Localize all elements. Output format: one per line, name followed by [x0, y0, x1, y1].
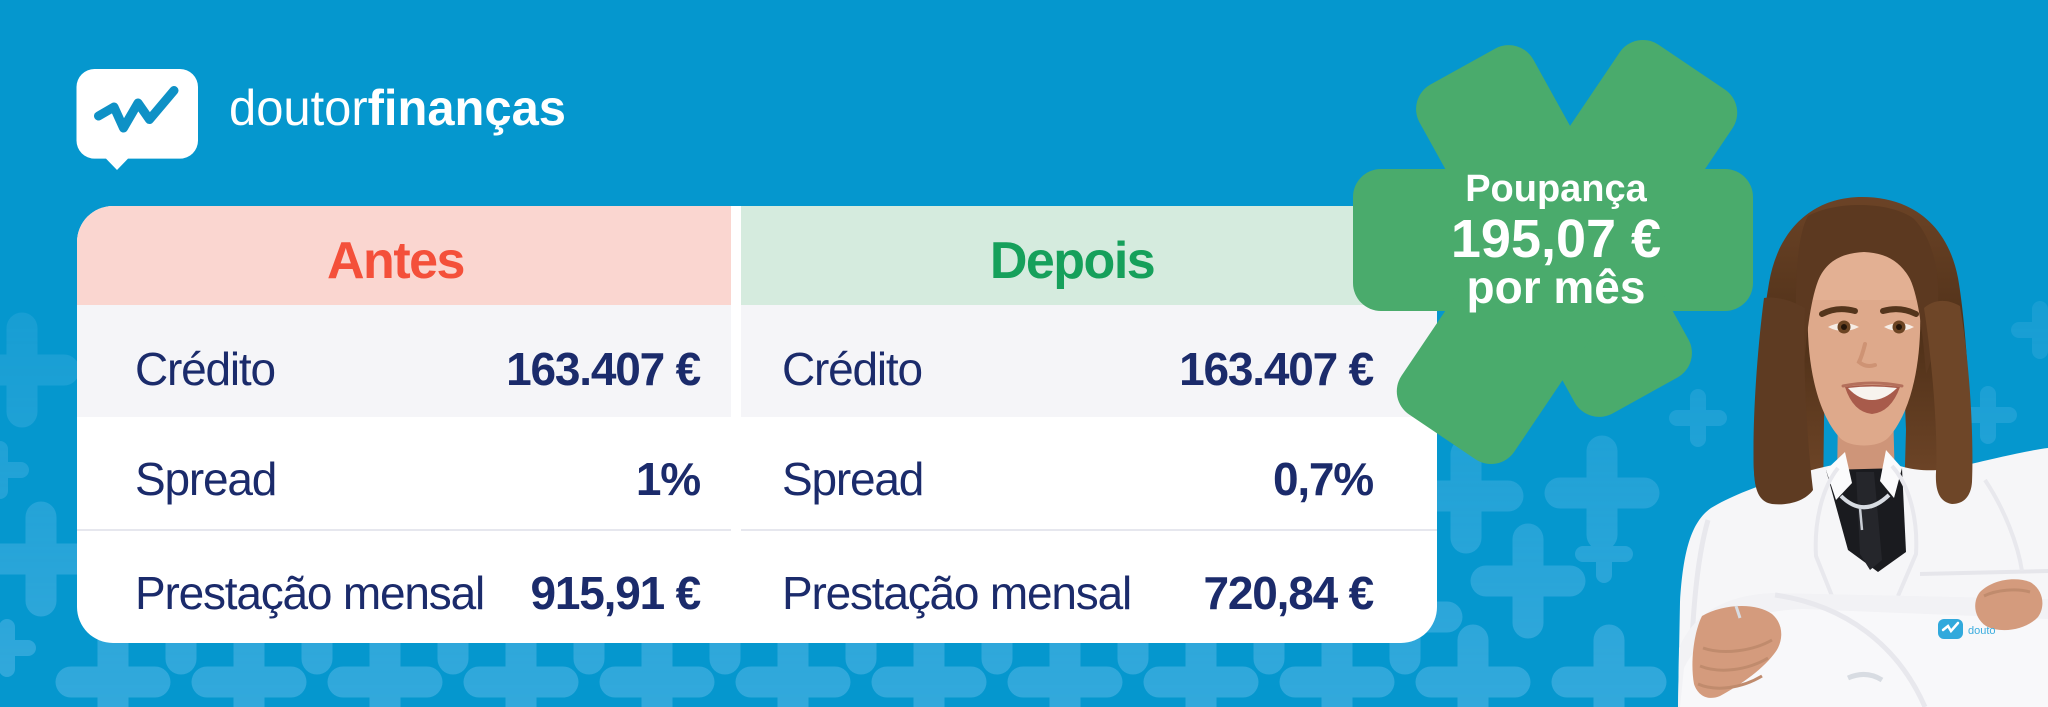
- svg-text:Poupança: Poupança: [1465, 168, 1647, 210]
- svg-text:doutorfinanças: doutorfinanças: [229, 80, 566, 136]
- svg-text:por mês: por mês: [1467, 261, 1646, 313]
- svg-text:195,07 €: 195,07 €: [1451, 209, 1661, 269]
- svg-text:douto: douto: [1968, 625, 1996, 637]
